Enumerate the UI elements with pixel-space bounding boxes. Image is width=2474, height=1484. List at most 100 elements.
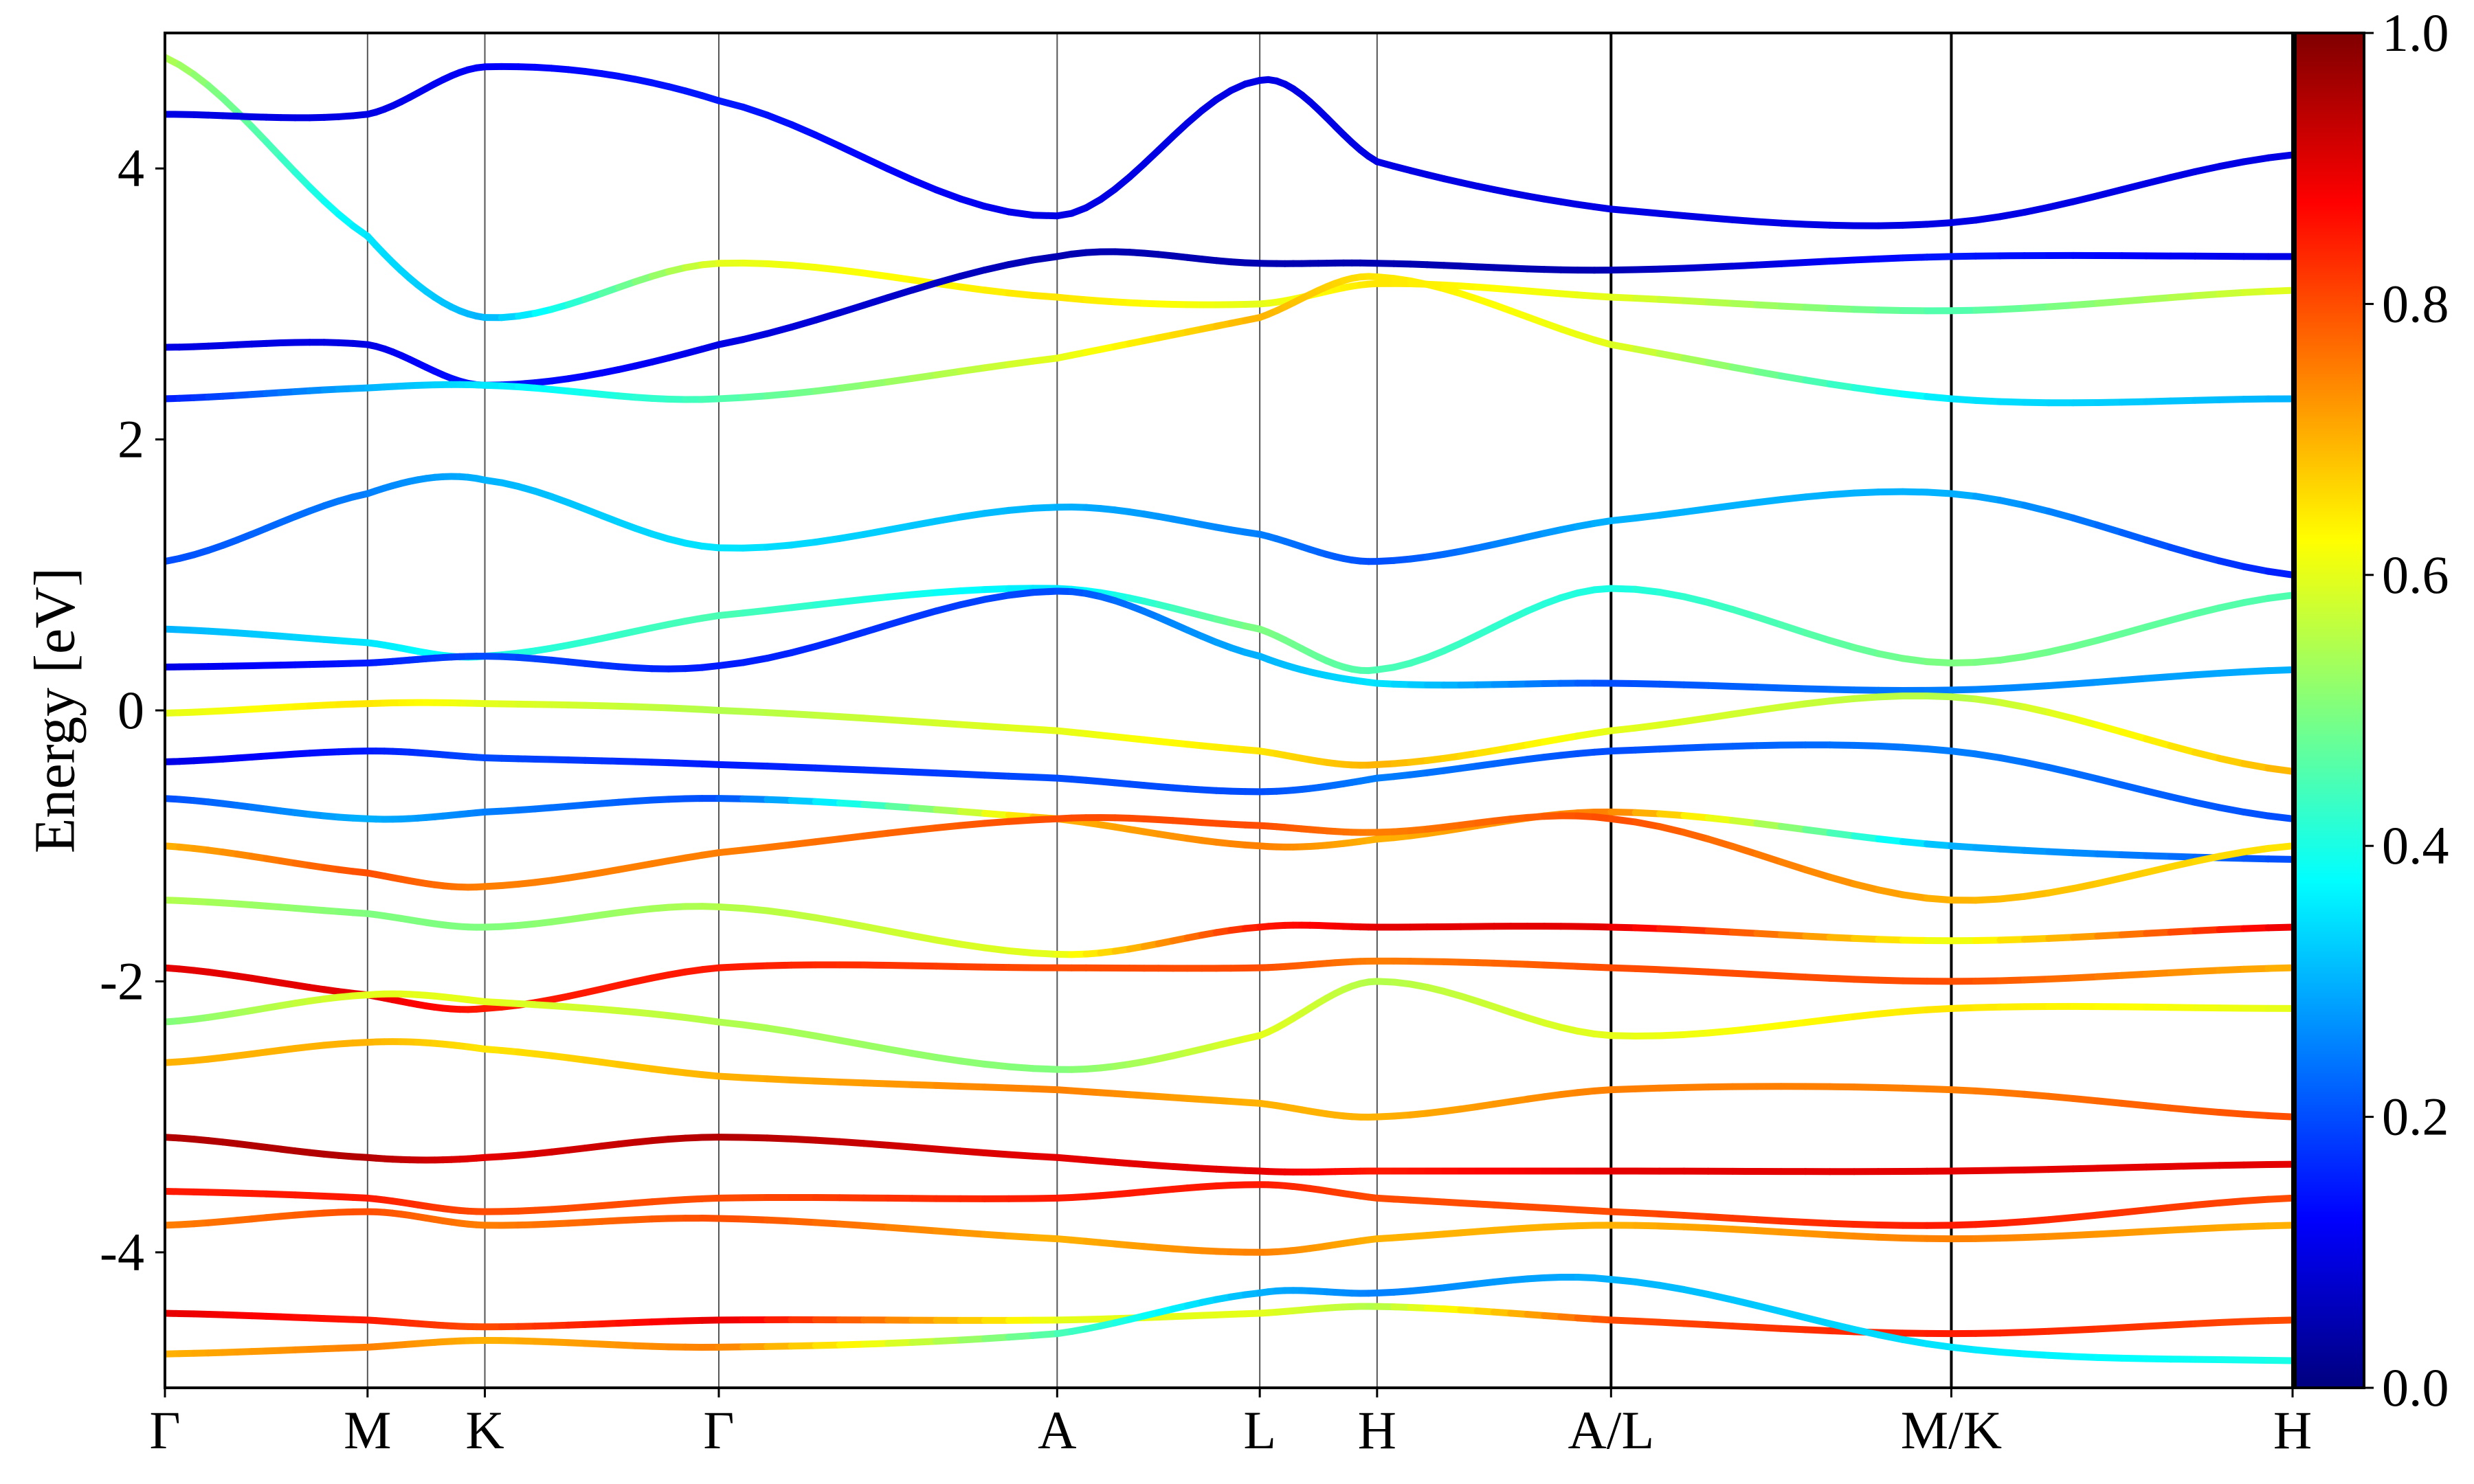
- band-segment: [860, 1041, 892, 1053]
- band-segment: [2192, 967, 2223, 976]
- band-segment: [1850, 1233, 1882, 1241]
- band-segment: [2094, 630, 2126, 644]
- band-segment: [1850, 384, 1882, 395]
- band-segment: [909, 962, 940, 970]
- band-segment: [788, 601, 819, 611]
- band-segment: [2069, 1211, 2102, 1222]
- band-segment: [1704, 599, 1737, 614]
- band-segment: [2240, 563, 2272, 575]
- band-segment: [1753, 1216, 1785, 1225]
- band-segment: [1924, 488, 1955, 497]
- band-segment: [2264, 842, 2293, 852]
- band-segment: [1899, 1234, 1931, 1242]
- band-segment: [1875, 835, 1906, 845]
- band-segment: [764, 390, 795, 400]
- colorbar-tick-label: 0.2: [2382, 1087, 2449, 1147]
- band-segment: [909, 279, 940, 294]
- band-segment: [2069, 1165, 2102, 1173]
- band-segment: [764, 1216, 795, 1225]
- band-segment: [1753, 218, 1785, 227]
- band-segment: [933, 822, 964, 832]
- band-segment: [1607, 205, 1639, 215]
- band-segment: [739, 1074, 771, 1083]
- band-segment: [2118, 1163, 2150, 1171]
- band-segment: [1996, 1089, 2028, 1098]
- band-segment: [981, 809, 1012, 819]
- band-segment: [812, 1341, 843, 1349]
- band-segment: [1826, 695, 1858, 705]
- band-4: [165, 473, 2293, 578]
- band-segment: [1972, 936, 2004, 944]
- band-segment: [788, 387, 819, 397]
- band-segment: [1005, 1151, 1037, 1160]
- band-segment: [1777, 1308, 1809, 1321]
- band-segment: [1631, 809, 1664, 818]
- band-segment: [1777, 1019, 1809, 1029]
- band-segment: [884, 1141, 916, 1151]
- band-segment: [2045, 1092, 2077, 1102]
- band-segment: [739, 103, 771, 119]
- band-segment: [764, 1024, 795, 1035]
- band-segment: [2094, 875, 2126, 887]
- band-segment: [1948, 747, 1979, 758]
- band-segment: [764, 111, 795, 128]
- band-segment: [860, 923, 892, 935]
- band-segment: [884, 716, 916, 725]
- band-segment: [1826, 829, 1858, 840]
- band-11: [165, 897, 2293, 958]
- band-segment: [1826, 1320, 1858, 1333]
- band-segment: [2020, 1216, 2053, 1226]
- band-segment: [739, 761, 771, 770]
- band-segment: [1607, 724, 1639, 734]
- band-segment: [933, 272, 964, 286]
- band-segment: [715, 609, 747, 619]
- band-segment: [1802, 629, 1834, 644]
- band-segment: [1826, 686, 1858, 694]
- band-segment: [291, 168, 313, 191]
- band-segment: [1996, 653, 2028, 664]
- band-segment: [836, 1220, 867, 1229]
- band-segment: [1948, 1343, 1979, 1353]
- band-segment: [884, 614, 916, 629]
- band-segment: [1704, 968, 1737, 977]
- x-tick-label: M/K: [1901, 1400, 2002, 1460]
- band-segment: [1729, 742, 1761, 750]
- band-segment: [957, 808, 988, 817]
- band-segment: [1005, 816, 1037, 825]
- band-segment: [2118, 529, 2150, 544]
- band-segment: [1029, 355, 1061, 365]
- band-segment: [2020, 1090, 2053, 1100]
- band-segment: [2020, 934, 2053, 943]
- band-segment: [1972, 493, 2004, 504]
- band-segment: [1029, 1330, 1061, 1339]
- band-segment: [812, 636, 843, 650]
- band-segment: [909, 517, 940, 529]
- band-segment: [1680, 1211, 1712, 1220]
- band-segment: [1029, 726, 1061, 734]
- band-segment: [788, 1135, 819, 1144]
- band-segment: [1607, 1208, 1639, 1217]
- band-segment: [812, 1219, 843, 1228]
- band-segment: [836, 142, 867, 161]
- band-segment: [1029, 253, 1061, 264]
- band-segment: [2240, 808, 2272, 820]
- band-segment: [933, 513, 964, 525]
- band-segment: [2192, 853, 2223, 865]
- band-segment: [1607, 1032, 1639, 1040]
- band-segment: [2045, 302, 2077, 311]
- band-segment: [1777, 621, 1809, 637]
- band-segment: [2118, 1099, 2150, 1110]
- band-segment: [2020, 889, 2053, 900]
- band-segment: [812, 798, 843, 807]
- band-segment: [1005, 1331, 1037, 1341]
- band-segment: [1753, 368, 1785, 380]
- band-segment: [2216, 557, 2248, 570]
- band-segment: [2167, 857, 2199, 870]
- band-segment: [1005, 589, 1037, 599]
- band-segment: [2118, 728, 2150, 743]
- band-segment: [812, 385, 843, 395]
- band-segment: [2216, 1223, 2248, 1231]
- band-segment: [1924, 1004, 1955, 1013]
- band-segment: [2045, 934, 2077, 942]
- band-segment: [1704, 1291, 1737, 1303]
